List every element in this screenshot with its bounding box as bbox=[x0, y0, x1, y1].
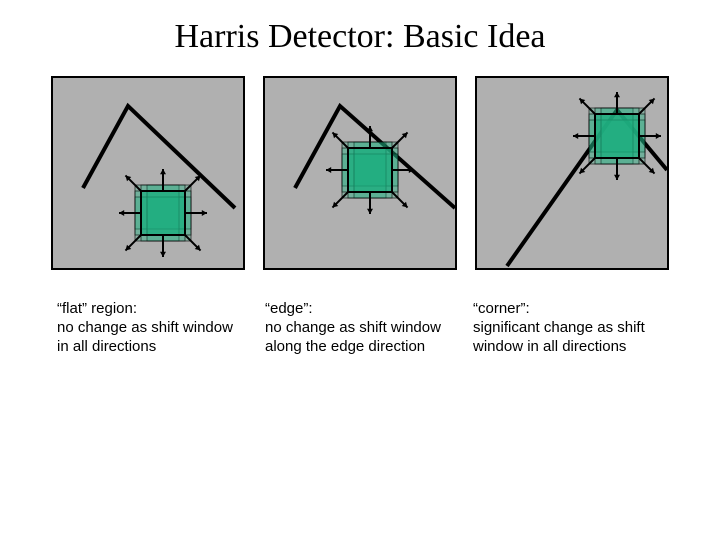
caption-body: no change as shift window in all directi… bbox=[57, 319, 233, 355]
caption-title: “corner”: bbox=[473, 300, 530, 317]
panel-flat bbox=[51, 76, 245, 270]
panel-corner bbox=[475, 76, 669, 270]
panel-svg bbox=[477, 78, 667, 268]
page-title: Harris Detector: Basic Idea bbox=[0, 0, 720, 56]
caption-title: “flat” region: bbox=[57, 300, 137, 317]
captions-row: “flat” region: no change as shift window… bbox=[0, 300, 720, 356]
panels-row bbox=[0, 76, 720, 270]
caption-body: significant change as shift window in al… bbox=[473, 319, 645, 355]
caption-body: no change as shift window along the edge… bbox=[265, 319, 441, 355]
caption-title: “edge”: bbox=[265, 300, 313, 317]
panel-edge bbox=[263, 76, 457, 270]
panel-svg bbox=[53, 78, 243, 268]
panel-svg bbox=[265, 78, 455, 268]
caption-edge: “edge”: no change as shift window along … bbox=[265, 300, 455, 356]
caption-flat: “flat” region: no change as shift window… bbox=[57, 300, 247, 356]
caption-corner: “corner”: significant change as shift wi… bbox=[473, 300, 663, 356]
